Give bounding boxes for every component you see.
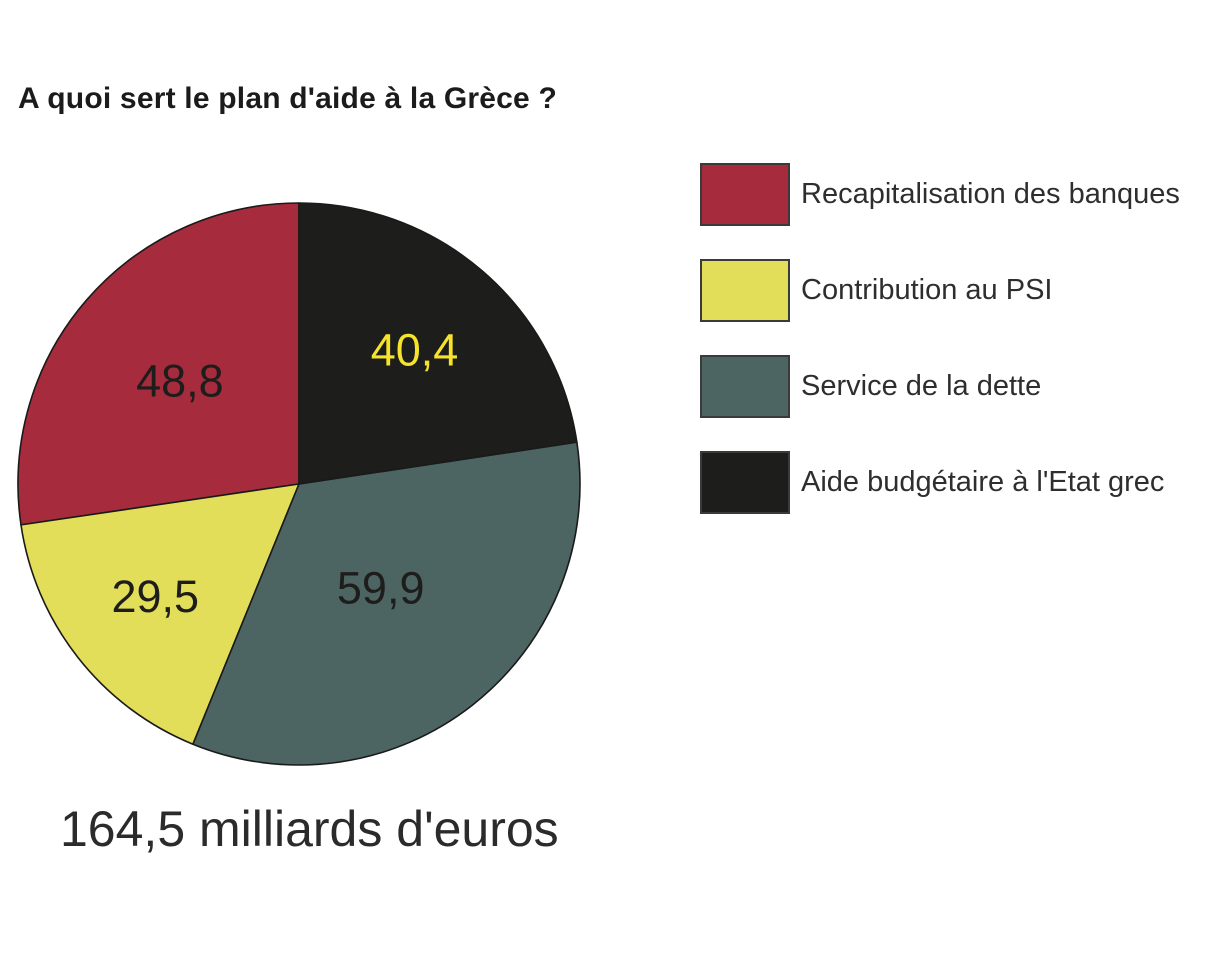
legend-swatch-aide-budgetaire [700, 451, 790, 514]
pie-slice-value: 59,9 [337, 562, 425, 613]
legend-label: Recapitalisation des banques [801, 178, 1180, 210]
legend-label: Contribution au PSI [801, 274, 1053, 306]
pie-chart-svg: 48,8 29,5 59,9 40,4 [17, 202, 581, 766]
pie-chart: 48,8 29,5 59,9 40,4 [8, 193, 590, 775]
total-caption: 164,5 milliards d'euros [60, 801, 559, 857]
pie-slice-value: 40,4 [371, 324, 459, 375]
pie-slice-value: 29,5 [112, 571, 200, 622]
legend-item: Service de la dette [700, 355, 1180, 418]
legend-label: Aide budgétaire à l'Etat grec [801, 466, 1165, 498]
pie-slice-value: 48,8 [136, 356, 224, 407]
legend: Recapitalisation des banques Contributio… [700, 163, 1180, 514]
chart-title: A quoi sert le plan d'aide à la Grèce ? [18, 82, 557, 115]
legend-item: Recapitalisation des banques [700, 163, 1180, 226]
pie-slice-4 [298, 202, 578, 485]
legend-swatch-service-dette [700, 355, 790, 418]
legend-item: Aide budgétaire à l'Etat grec [700, 451, 1180, 514]
pie-slice-1 [17, 202, 300, 526]
pie-slice-3 [192, 441, 581, 766]
legend-label: Service de la dette [801, 370, 1042, 402]
pie-slice-2 [20, 483, 300, 746]
legend-swatch-recapitalisation [700, 163, 790, 226]
legend-item: Contribution au PSI [700, 259, 1180, 322]
legend-swatch-contribution-psi [700, 259, 790, 322]
